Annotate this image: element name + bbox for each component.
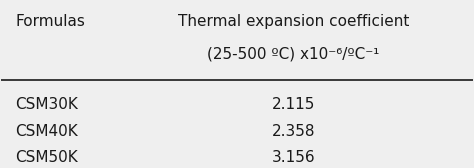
- Text: Formulas: Formulas: [16, 14, 85, 29]
- Text: 3.156: 3.156: [272, 150, 315, 165]
- Text: 2.358: 2.358: [272, 124, 315, 139]
- Text: CSM30K: CSM30K: [16, 97, 78, 112]
- Text: Thermal expansion coefficient: Thermal expansion coefficient: [178, 14, 409, 29]
- Text: 2.115: 2.115: [272, 97, 315, 112]
- Text: (25-500 ºC) x10⁻⁶/ºC⁻¹: (25-500 ºC) x10⁻⁶/ºC⁻¹: [207, 46, 380, 61]
- Text: CSM50K: CSM50K: [16, 150, 78, 165]
- Text: CSM40K: CSM40K: [16, 124, 78, 139]
